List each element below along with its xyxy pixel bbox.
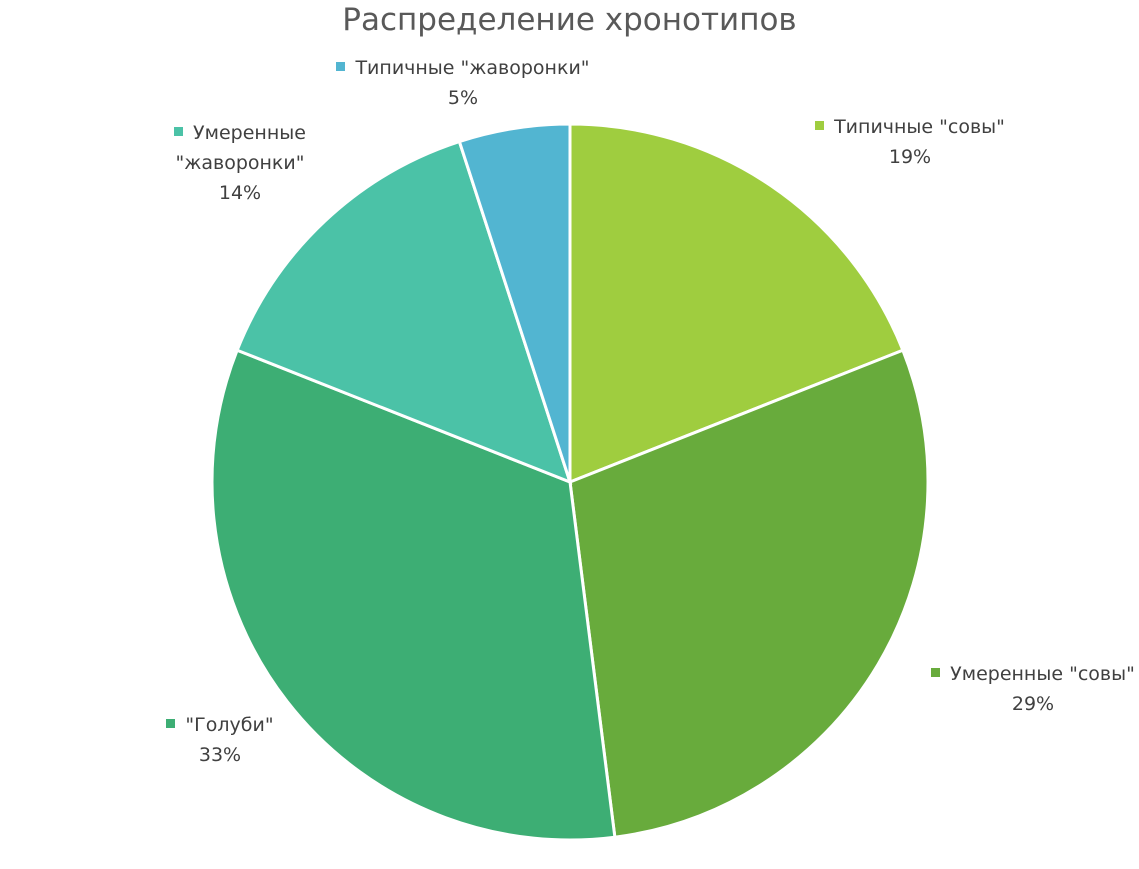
legend-marker bbox=[166, 719, 176, 728]
data-label: Типичные "совы" 19% bbox=[780, 112, 1040, 172]
data-label: Типичные "жаворонки" 5% bbox=[313, 53, 613, 113]
pie-slice bbox=[568, 122, 905, 485]
pie-slice bbox=[210, 348, 617, 842]
legend-marker bbox=[815, 121, 825, 130]
pie-slice bbox=[568, 348, 930, 839]
value-label: 14% bbox=[218, 182, 262, 204]
category-label: "Голуби" bbox=[185, 714, 274, 736]
chart-title: Распределение хронотипов bbox=[342, 2, 797, 38]
category-label: Типичные "жаворонки" bbox=[355, 57, 590, 79]
legend-marker bbox=[174, 127, 184, 136]
pie-slice bbox=[457, 122, 572, 483]
category-label: Типичные "совы" bbox=[834, 116, 1005, 138]
value-label: 29% bbox=[1011, 693, 1055, 715]
value-label: 5% bbox=[447, 87, 479, 109]
data-label: "Голуби" 33% bbox=[120, 710, 320, 770]
value-label: 33% bbox=[198, 744, 242, 766]
value-label: 19% bbox=[888, 146, 932, 168]
category-label: Умеренные "жаворонки" bbox=[175, 122, 306, 174]
legend-marker bbox=[931, 668, 941, 677]
data-label: Умеренные "жаворонки" 14% bbox=[155, 118, 325, 208]
data-label: Умеренные "совы" 29% bbox=[903, 659, 1139, 719]
legend-marker bbox=[336, 62, 346, 71]
category-label: Умеренные "совы" bbox=[950, 663, 1135, 685]
